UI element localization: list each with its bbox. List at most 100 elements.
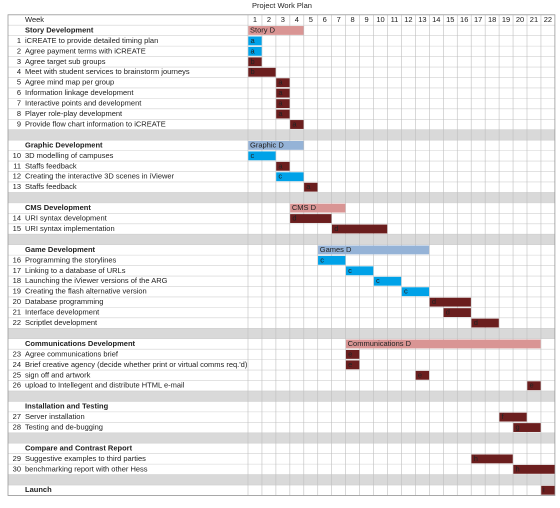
task-bar <box>401 287 430 297</box>
task-code: a <box>278 99 283 108</box>
task-number: 14 <box>13 214 21 223</box>
task-bar <box>429 297 471 307</box>
section-bar-label: Games D <box>320 245 352 254</box>
task-label: Meet with student services to brainstorm… <box>25 67 190 76</box>
task-bar <box>345 360 360 370</box>
task-code: e <box>348 349 352 358</box>
task-number: 27 <box>13 412 21 421</box>
task-code: g <box>516 423 520 432</box>
task-code: c <box>251 151 255 160</box>
task-code: e <box>530 381 534 390</box>
separator-row <box>8 474 555 486</box>
task-code: f <box>502 412 505 421</box>
task-number: 5 <box>17 78 21 87</box>
task-code: a <box>278 109 283 118</box>
task-number: 28 <box>13 423 21 432</box>
task-label: Creating the interactive 3D scenes in iV… <box>25 172 175 181</box>
task-code: a <box>292 119 297 128</box>
task-bar <box>373 276 402 286</box>
task-bar <box>415 370 430 380</box>
task-number: 12 <box>13 172 21 181</box>
task-bar <box>276 109 290 119</box>
task-label: Agree target sub groups <box>25 57 106 66</box>
task-bar <box>471 454 513 464</box>
task-label: Staffs feedback <box>25 182 77 191</box>
separator-row <box>8 390 555 402</box>
task-bar <box>276 99 290 109</box>
task-code: e <box>418 370 422 379</box>
task-label: Interface development <box>25 308 100 317</box>
task-label: Provide flow chart information to iCREAT… <box>25 119 166 128</box>
sheet-border <box>7 14 556 496</box>
task-bar <box>248 151 276 161</box>
task-code: d <box>446 308 450 317</box>
task-bar <box>276 88 290 98</box>
task-number: 16 <box>13 255 21 264</box>
task-number: 1 <box>17 36 21 45</box>
section-title: Installation and Testing <box>25 402 109 411</box>
section-bar <box>248 26 304 35</box>
task-bar <box>345 266 374 276</box>
week-number: 4 <box>295 15 299 24</box>
task-bar <box>527 381 541 391</box>
task-label: Launching the iViewer versions of the AR… <box>25 276 168 285</box>
task-number: 9 <box>17 119 21 128</box>
week-number: 7 <box>337 15 341 24</box>
task-label: Suggestive examples to third parties <box>25 454 146 463</box>
task-code: c <box>404 287 408 296</box>
task-label: Player role-play development <box>25 109 123 118</box>
task-number: 10 <box>13 151 21 160</box>
task-code: c <box>348 266 352 275</box>
task-number: 29 <box>13 454 21 463</box>
task-label: Agree mind map per group <box>25 78 114 87</box>
task-code: a <box>278 161 283 170</box>
task-number: 26 <box>13 381 21 390</box>
task-number: 23 <box>13 349 21 358</box>
separator-row <box>8 192 555 203</box>
section-bar-label: Communications D <box>348 339 412 348</box>
task-number: 22 <box>13 318 21 327</box>
task-code: d <box>474 318 478 327</box>
task-label: 3D modelling of campuses <box>25 151 114 160</box>
section-bar-label: CMS D <box>292 203 317 212</box>
task-bar <box>290 120 304 129</box>
section-title: Communications Development <box>25 339 136 348</box>
section-bar <box>290 203 346 213</box>
task-number: 11 <box>13 161 21 170</box>
section-title: Graphic Development <box>25 140 103 149</box>
task-bar <box>276 172 304 182</box>
week-number: 16 <box>460 15 468 24</box>
task-label: Database programming <box>25 297 103 306</box>
task-code: d <box>292 214 296 223</box>
task-code: a <box>251 36 256 45</box>
task-code: c <box>320 255 324 264</box>
task-label: Interactive points and development <box>25 99 142 108</box>
task-label: Server installation <box>25 412 85 421</box>
section-title: Launch <box>25 485 52 494</box>
sheet-title: Project Work Plan <box>252 1 312 10</box>
section-bar <box>248 140 304 150</box>
task-bar <box>276 161 290 171</box>
task-code: e <box>348 360 352 369</box>
section-title: Game Development <box>25 245 96 254</box>
task-number: 25 <box>13 370 21 379</box>
task-bar <box>248 36 262 46</box>
task-number: 30 <box>13 464 21 473</box>
section-bar-label: Graphic D <box>250 140 284 149</box>
task-label: Staffs feedback <box>25 161 77 170</box>
week-number: 9 <box>364 15 368 24</box>
task-label: iCREATE to provide detailed timing plan <box>25 36 158 45</box>
section-bar <box>541 485 555 495</box>
week-number: 2 <box>267 15 271 24</box>
task-code: a <box>278 88 283 97</box>
task-label: Programming the storylines <box>25 255 117 264</box>
separator-row <box>8 328 555 339</box>
task-code: d <box>334 224 338 233</box>
separator-row <box>8 432 555 444</box>
task-label: upload to Intellegent and distribute HTM… <box>25 381 185 390</box>
task-bar <box>513 464 555 474</box>
task-bar <box>248 46 262 56</box>
section-title: Story Development <box>25 25 94 34</box>
task-number: 13 <box>13 182 21 191</box>
task-number: 4 <box>17 67 21 76</box>
